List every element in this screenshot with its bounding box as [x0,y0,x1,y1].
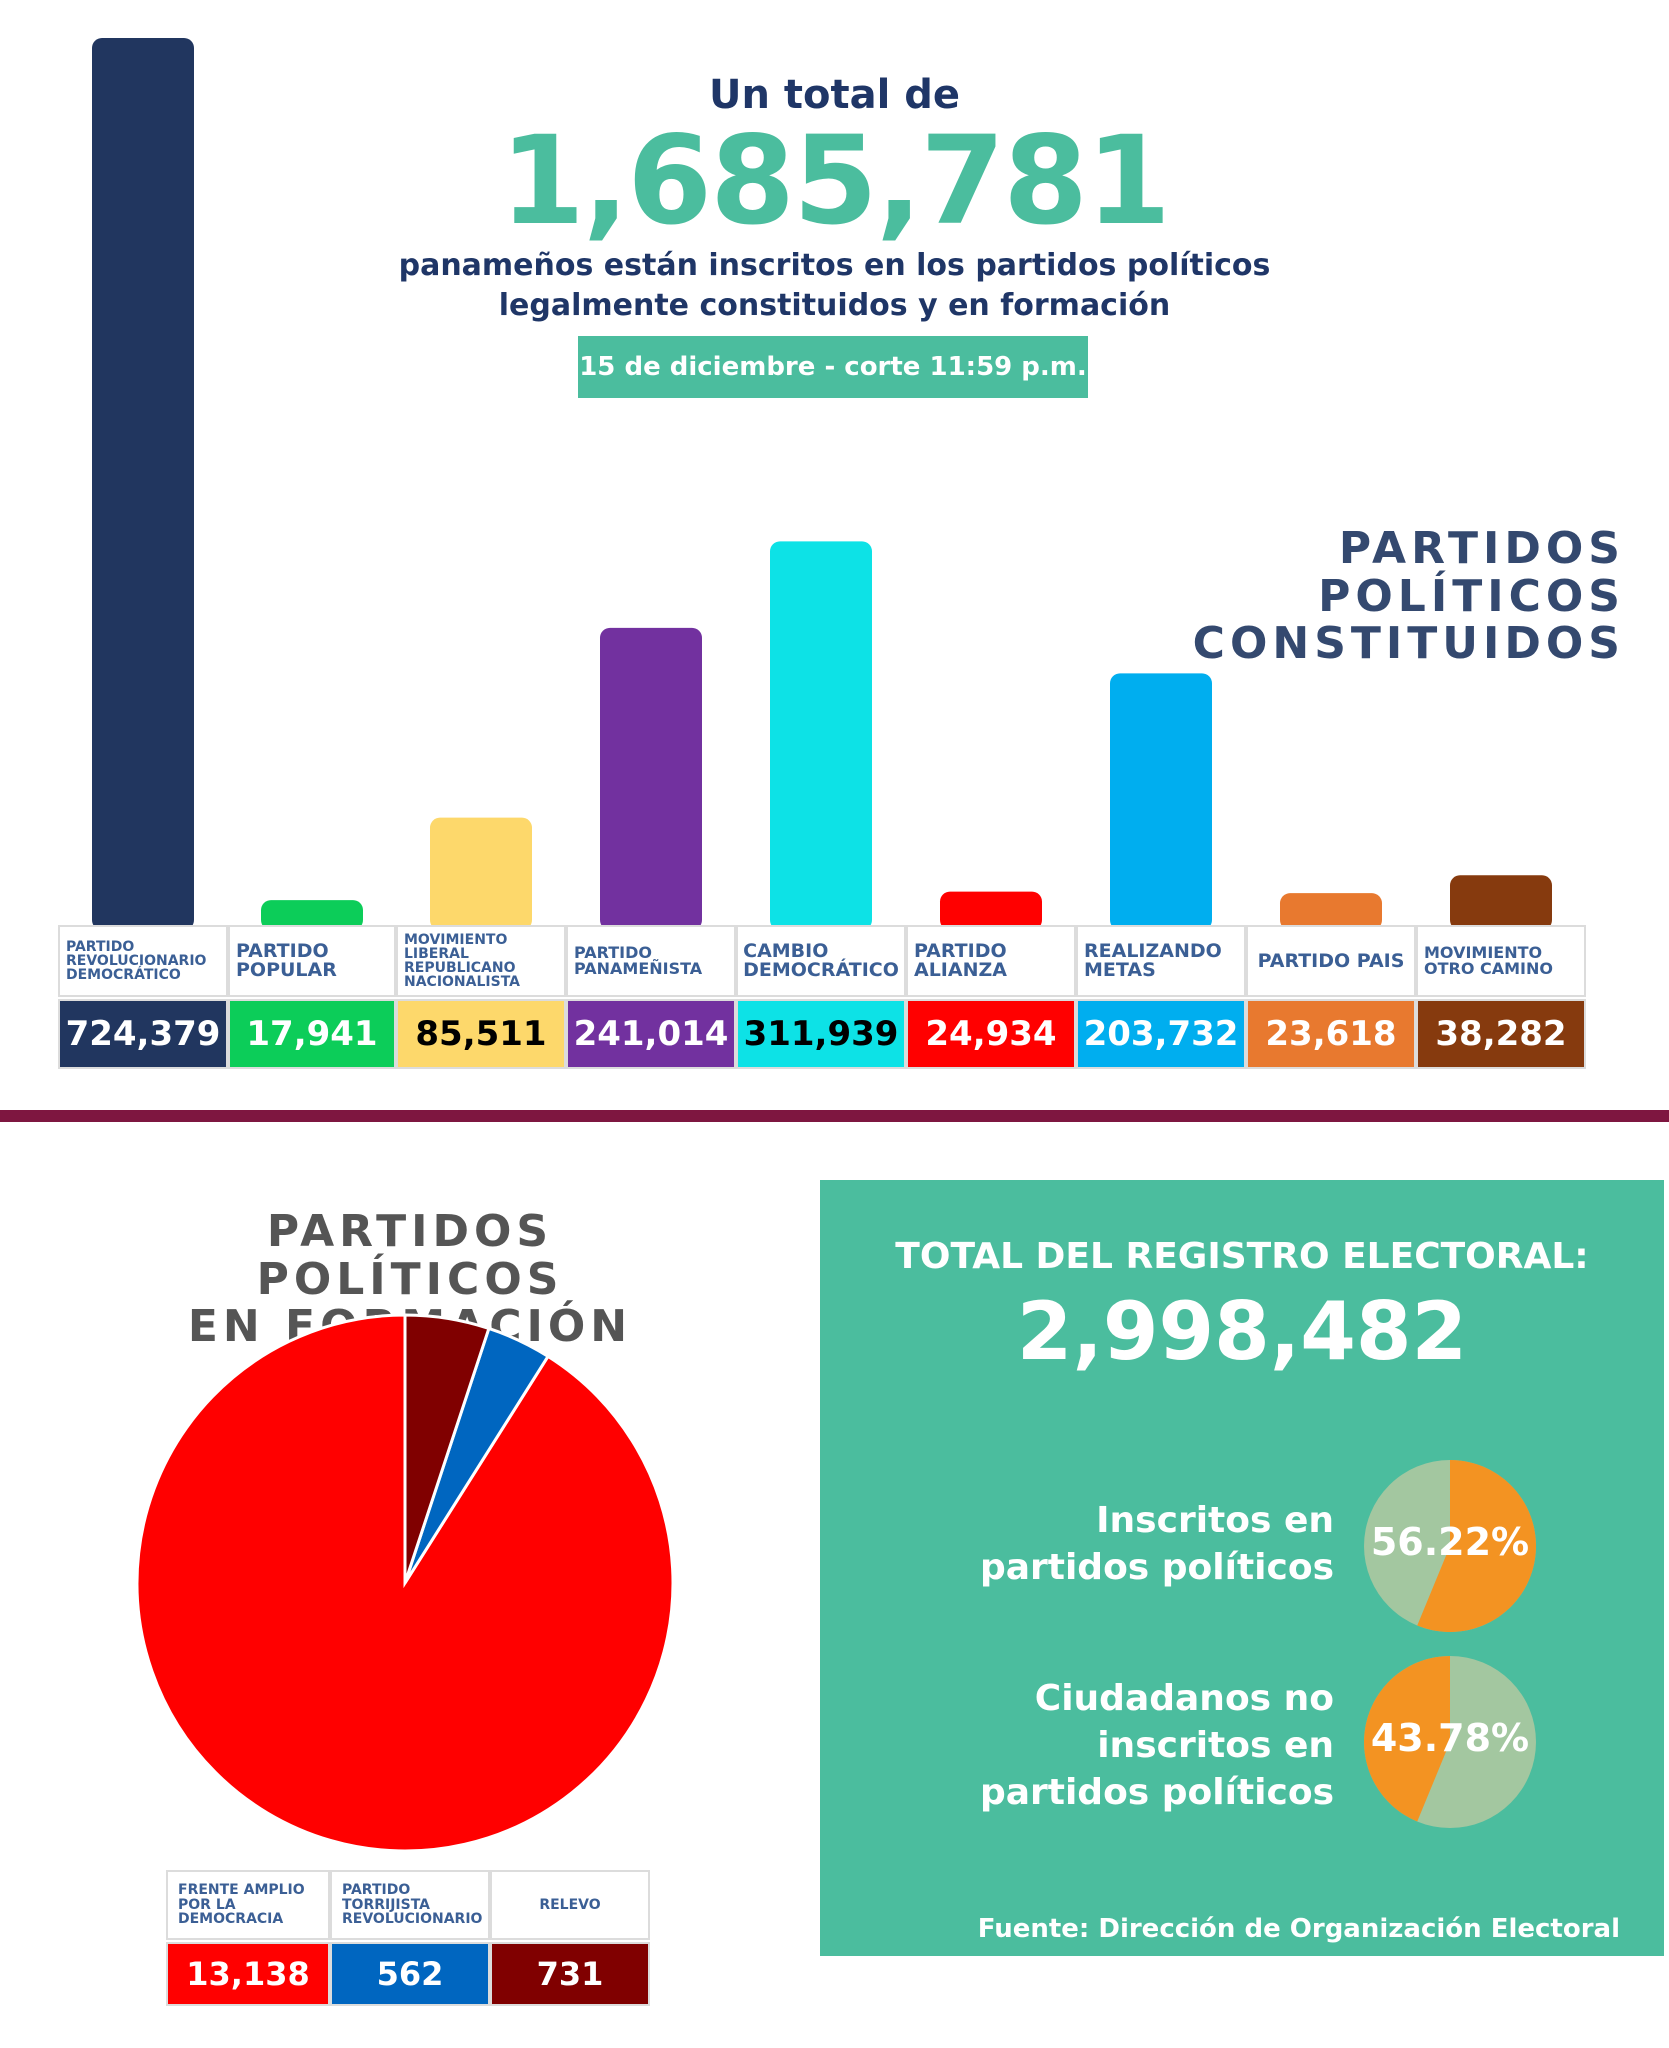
constituted-table: PARTIDO REVOLUCIONARIO DEMOCRÁTICO PARTID… [58,925,1588,1069]
constituted-section-title: PARTIDOS POLÍTICOS CONSTITUIDOS [1192,523,1625,670]
formation-value-2: 562 [330,1942,490,2006]
subtitle-line-1: panameños están inscritos en los partido… [398,248,1271,283]
mini-pie-highlight [1417,1460,1536,1632]
bar-5 [770,541,872,925]
bar-7 [1110,673,1212,925]
party-value-row: 724,379 17,941 85,511 241,014 311,939 24,934 2… [58,999,1588,1069]
party-value-2: 17,941 [228,999,396,1069]
subtitle-line-2: legalmente constituidos y en formación [498,288,1171,323]
bar-6 [940,891,1042,925]
formation-label-3: RELEVO [490,1870,650,1940]
formation-value-1: 13,138 [166,1942,330,2006]
party-value-8: 23,618 [1246,999,1416,1069]
inscribed-label: Inscritos en partidos políticos [979,1500,1334,1588]
registry-panel: TOTAL DEL REGISTRO ELECTORAL: 2,998,482 … [820,1180,1664,1956]
inscribed-percentage: 56.22% [1370,1520,1530,1564]
total-affiliates: 1,685,781 [500,110,1171,252]
registry-title: TOTAL DEL REGISTRO ELECTORAL: [895,1236,1589,1277]
formation-label-2: PARTIDO TORRIJISTA REVOLUCIONARIO [330,1870,490,1940]
inscribed-mini-pie [1364,1460,1536,1632]
section-divider [0,1110,1669,1122]
not-inscribed-mini-pie [1364,1656,1536,1828]
party-label-5: CAMBIO DEMOCRÁTICO [736,925,906,997]
bar-4 [600,627,702,925]
party-label-row: PARTIDO REVOLUCIONARIO DEMOCRÁTICO PARTID… [58,925,1588,997]
party-value-3: 85,511 [396,999,566,1069]
party-label-3: MOVIMIENTO LIBERAL REPUBLICANO NACIONALI… [396,925,566,997]
party-value-9: 38,282 [1416,999,1586,1069]
formation-table: FRENTE AMPLIO POR LA DEMOCRACIA 13,138 PAR… [166,1870,650,2006]
constituted-bar-chart [92,38,1552,925]
bar-2 [261,900,363,925]
bar-1 [92,38,194,925]
not-inscribed-label: Ciudadanos no inscritos en partidos polí… [979,1678,1334,1813]
bar-9 [1450,875,1552,925]
party-value-4: 241,014 [566,999,736,1069]
party-value-7: 203,732 [1076,999,1246,1069]
formation-label-1: FRENTE AMPLIO POR LA DEMOCRACIA [166,1870,330,1940]
party-label-7: REALIZANDO METAS [1076,925,1246,997]
party-label-1: PARTIDO REVOLUCIONARIO DEMOCRÁTICO [58,925,228,997]
party-label-4: PARTIDO PANAMEÑISTA [566,925,736,997]
date-badge: 15 de diciembre - corte 11:59 p.m. [578,336,1088,398]
party-label-6: PARTIDO ALIANZA [906,925,1076,997]
bar-3 [430,817,532,925]
source-note: Fuente: Dirección de Organización Electo… [977,1914,1620,1944]
party-label-8: PARTIDO PAIS [1246,925,1416,997]
party-value-5: 311,939 [736,999,906,1069]
registry-total: 2,998,482 [1016,1285,1468,1378]
party-label-2: PARTIDO POPULAR [228,925,396,997]
party-label-9: MOVIMIENTO OTRO CAMINO [1416,925,1586,997]
pie-slice-3 [403,1313,491,1584]
formation-pie-chart [135,1313,675,1853]
party-value-1: 724,379 [58,999,228,1069]
intro-text: Un total de [709,72,960,118]
party-value-6: 24,934 [906,999,1076,1069]
not-inscribed-percentage: 43.78% [1370,1716,1530,1760]
formation-value-3: 731 [490,1942,650,2006]
bar-8 [1280,893,1382,925]
mini-pie-highlight [1364,1656,1450,1822]
